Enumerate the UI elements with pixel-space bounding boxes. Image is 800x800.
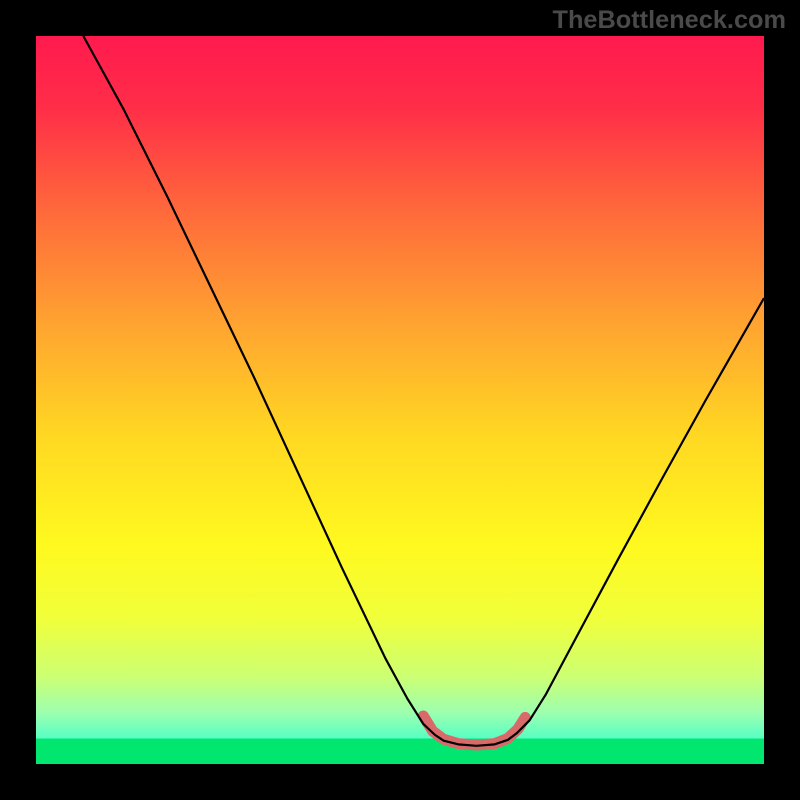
bottleneck-chart: [0, 0, 800, 800]
green-baseline-strip: [36, 739, 764, 764]
chart-frame: TheBottleneck.com: [0, 0, 800, 800]
watermark-text: TheBottleneck.com: [553, 6, 787, 35]
plot-area: [36, 36, 764, 764]
